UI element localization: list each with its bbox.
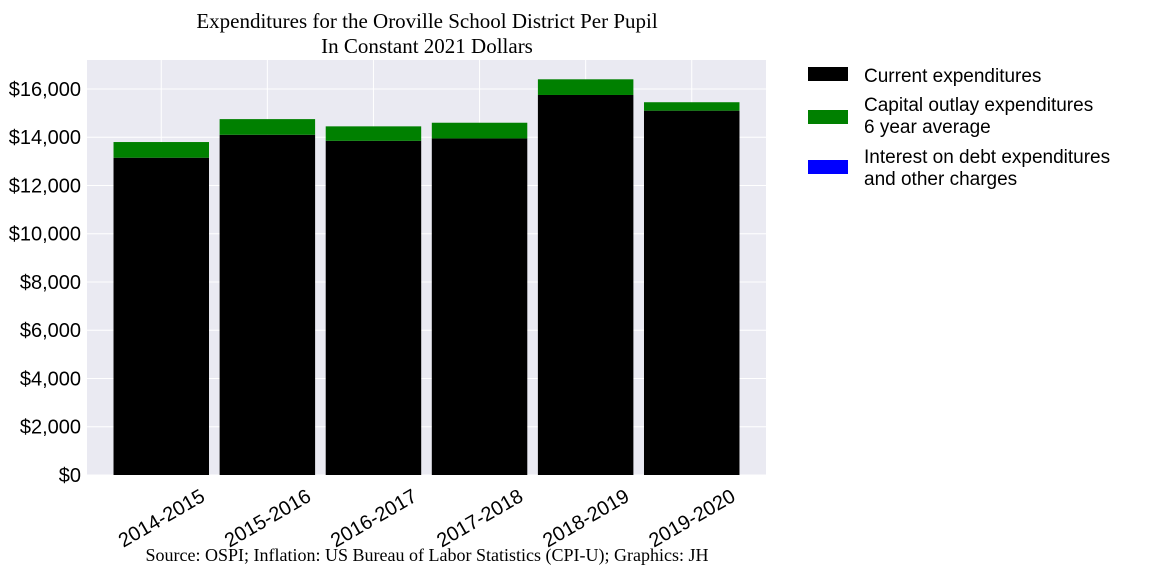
bar-series-1-2019-2020 [643, 102, 740, 111]
legend-label-0: Current expenditures [864, 66, 1041, 87]
bar-series-1-2016-2017 [325, 126, 422, 141]
bars [113, 79, 740, 475]
y-tick-label: $16,000 [9, 79, 81, 101]
y-axis-ticks: $0 $2,000 $4,000 $6,000 $8,000 $10,000 $12,000… [9, 79, 81, 487]
x-axis-ticks: 2014-2015 2015-2016 2016-2017 2017-2018 2018… [115, 485, 739, 552]
bar-series-0-2019-2020 [643, 110, 740, 475]
y-tick-label: $10,000 [9, 224, 81, 246]
source-note: Source: OSPI; Inflation: US Bureau of La… [146, 545, 709, 566]
bar-series-0-2017-2018 [431, 138, 528, 475]
y-tick-label: $0 [59, 465, 81, 487]
legend-swatch-1 [808, 110, 848, 124]
x-tick-label: 2019-2020 [645, 485, 739, 552]
x-tick-label: 2016-2017 [327, 485, 421, 552]
bar-series-0-2015-2016 [219, 134, 316, 475]
x-tick-label: 2017-2018 [433, 485, 527, 552]
legend-label-1: Capital outlay expenditures 6 year averag… [864, 95, 1093, 138]
y-tick-label: $12,000 [9, 175, 81, 197]
bar-series-1-2018-2019 [537, 79, 634, 95]
x-tick-label: 2015-2016 [221, 485, 315, 552]
y-tick-label: $14,000 [9, 127, 81, 149]
legend-swatch-0 [808, 67, 848, 81]
y-tick-label: $6,000 [20, 320, 81, 342]
bar-series-1-2014-2015 [113, 142, 210, 158]
legend: Current expenditures Capital outlay expen… [808, 66, 1110, 190]
y-tick-label: $2,000 [20, 417, 81, 439]
legend-label-2: Interest on debt expenditures and other c… [864, 147, 1110, 190]
x-tick-label: 2014-2015 [115, 485, 209, 552]
bar-series-0-2014-2015 [113, 157, 210, 475]
y-tick-label: $4,000 [20, 368, 81, 390]
y-tick-label: $8,000 [20, 272, 81, 294]
bar-series-1-2017-2018 [431, 122, 528, 139]
chart-title-line-2: In Constant 2021 Dollars [321, 34, 533, 58]
x-tick-label: 2018-2019 [539, 485, 633, 552]
bar-series-0-2016-2017 [325, 140, 422, 475]
chart-title: Expenditures for the Oroville School Dis… [196, 9, 658, 58]
chart-title-line-1: Expenditures for the Oroville School Dis… [196, 9, 658, 33]
bar-series-1-2015-2016 [219, 119, 316, 135]
bar-series-0-2018-2019 [537, 94, 634, 475]
legend-swatch-2 [808, 160, 848, 174]
